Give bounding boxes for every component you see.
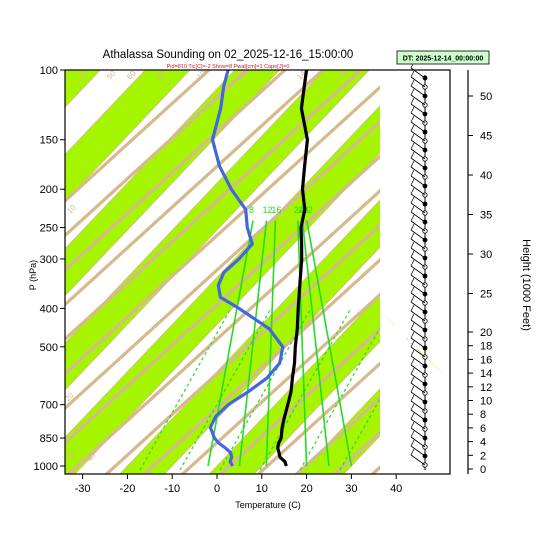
height-tick-label: 4 xyxy=(480,437,486,449)
pressure-tick-label: 250 xyxy=(40,223,58,235)
pressure-tick-label: 500 xyxy=(40,342,58,354)
height-tick-label: 25 xyxy=(480,289,492,301)
height-axis-label: Height (1000 Feet) xyxy=(520,239,532,331)
dt-label: DT: 2025-12-14_00:00:00 xyxy=(403,56,484,63)
height-tick-label: 2 xyxy=(480,450,486,462)
dry-adiabat-line xyxy=(496,40,540,500)
pressure-tick-label: 700 xyxy=(40,400,58,412)
temperature-tick-label: 0 xyxy=(214,483,220,495)
adiabat-label: 10 xyxy=(65,202,78,215)
height-tick-label: 20 xyxy=(480,327,492,339)
pressure-tick-label: 200 xyxy=(40,184,58,196)
height-tick-label: 18 xyxy=(480,341,492,353)
y-axis-label: P (hPa) xyxy=(28,260,38,290)
height-tick-label: 8 xyxy=(480,409,486,421)
x-axis-label: Temperature (C) xyxy=(235,500,301,510)
temperature-tick-label: -20 xyxy=(119,483,135,495)
height-tick-label: 10 xyxy=(480,396,492,408)
temperature-tick-label: 20 xyxy=(300,483,312,495)
pressure-tick-label: 1000 xyxy=(34,461,58,473)
height-tick-label: 12 xyxy=(480,382,492,394)
adiabat-label: 140 xyxy=(295,65,311,81)
temperature-tick-label: 10 xyxy=(256,483,268,495)
pressure-tick-label: 850 xyxy=(40,433,58,445)
pressure-tick-label: 150 xyxy=(40,135,58,147)
isotherm-line xyxy=(498,40,540,500)
height-tick-label: 30 xyxy=(480,249,492,261)
height-tick-label: 16 xyxy=(480,354,492,366)
chart-title: Athalassa Sounding on 02_2025-12-16_15:0… xyxy=(103,49,354,61)
mixing-ratio-label: 8 xyxy=(249,205,254,215)
temperature-tick-label: 40 xyxy=(390,483,402,495)
height-tick-label: 6 xyxy=(480,423,486,435)
dry-adiabat-line xyxy=(534,40,540,500)
temperature-tick-label: 30 xyxy=(345,483,357,495)
temperature-tick-label: -30 xyxy=(75,483,91,495)
height-tick-label: 14 xyxy=(480,368,492,380)
chart-subtitle: Pid=810 Tic[C]=-2 Show=8 Pwat[cm]=1 Cape… xyxy=(167,64,290,70)
height-tick-label: 40 xyxy=(480,170,492,182)
pressure-tick-label: 400 xyxy=(40,303,58,315)
height-tick-label: 35 xyxy=(480,210,492,222)
height-tick-label: 45 xyxy=(480,131,492,143)
pressure-tick-label: 100 xyxy=(40,65,58,77)
height-tick-label: 50 xyxy=(480,91,492,103)
pressure-tick-label: 300 xyxy=(40,254,58,266)
mixing-ratio-label: 16 xyxy=(271,205,281,215)
temperature-tick-label: -10 xyxy=(164,483,180,495)
height-tick-label: 0 xyxy=(480,464,486,476)
